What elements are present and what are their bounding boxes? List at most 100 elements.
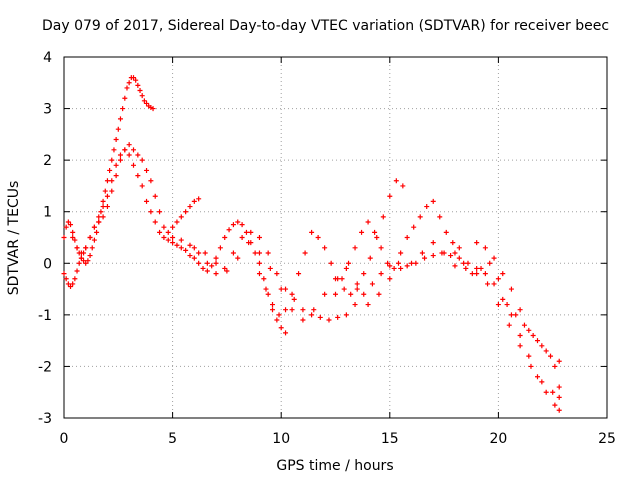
data-point [283,286,289,292]
data-point [543,389,549,395]
data-point [248,229,254,235]
x-axis-label: GPS time / hours [276,458,393,474]
data-point [276,312,282,318]
data-point [230,250,236,256]
data-point [204,268,210,274]
data-point [85,258,91,264]
data-point [443,229,449,235]
data-point [187,253,193,259]
data-point [552,363,558,369]
data-point [226,227,232,233]
data-point [109,188,115,194]
data-point [374,235,380,240]
data-point [352,245,358,251]
data-point [456,255,462,261]
data-point [398,265,404,271]
data-point [474,265,480,271]
series-track-2 [61,147,289,336]
data-point [385,260,391,266]
data-point [474,240,480,246]
y-tick-label: 2 [43,153,52,169]
data-point [178,237,184,243]
data-point [380,214,386,220]
data-point [352,302,358,308]
x-tick-label: 25 [598,431,616,447]
data-point [404,263,410,269]
x-tick-label: 20 [489,431,507,447]
data-point [506,322,512,328]
data-point [267,265,273,271]
data-point [113,137,119,143]
data-point [104,193,110,199]
data-point [256,235,262,240]
data-point [87,253,93,259]
data-point [450,240,456,246]
data-point [100,204,106,210]
data-point [139,93,145,99]
x-tick-label: 10 [272,431,290,447]
data-point [430,198,436,204]
data-point [187,204,193,210]
data-point [296,271,302,277]
data-point [424,204,430,210]
data-point [378,271,384,277]
data-point [174,242,180,248]
data-point [61,235,67,240]
data-point [68,283,74,289]
data-point [213,255,219,261]
data-point [256,271,262,277]
data-point [135,173,141,179]
data-points [61,75,562,413]
series-track-4 [170,229,562,413]
data-point [289,307,295,313]
data-point [150,106,156,112]
data-point [124,85,130,91]
data-point [133,77,139,83]
data-point [157,209,163,215]
data-point [135,152,141,158]
data-point [556,394,562,400]
data-point [256,260,262,266]
data-point [354,286,360,292]
data-point [556,407,562,413]
data-point [135,82,141,88]
data-point [500,296,506,302]
data-point [513,312,519,318]
data-point [495,302,501,308]
data-point [517,307,523,313]
y-tick-label: 4 [43,50,52,66]
data-point [398,250,404,256]
series-track-5 [191,240,562,400]
data-point [239,222,245,228]
data-point [539,379,545,385]
data-point [417,214,423,220]
data-point [131,147,137,153]
data-point [256,250,262,256]
data-point [343,265,349,271]
data-point [376,291,382,297]
data-point [111,147,117,153]
data-point [174,219,180,225]
data-point [556,358,562,364]
data-point [461,260,467,266]
data-point [517,343,523,349]
data-point [152,193,158,199]
data-point [465,260,471,266]
data-point [278,325,284,331]
data-point [265,291,271,297]
data-point [191,245,197,251]
data-point [120,106,126,112]
data-point [161,224,167,230]
data-point [534,374,540,380]
data-point [291,296,297,302]
data-point [144,100,150,106]
data-point [70,235,76,240]
data-point [252,250,258,256]
data-point [100,214,106,220]
data-point [315,235,321,240]
data-point [395,260,401,266]
data-point [448,253,454,259]
data-point [521,322,527,328]
data-point [437,214,443,220]
